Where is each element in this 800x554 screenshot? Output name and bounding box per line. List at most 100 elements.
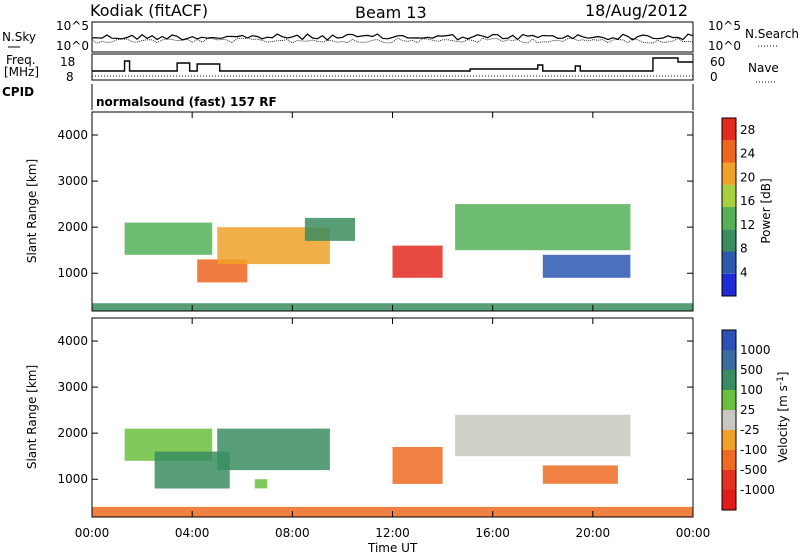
freq-panel: Freq. [MHz] 18 8 60 0 Nave (4, 53, 779, 84)
freq-label-top: Freq. (6, 53, 36, 67)
velocity-colorbar-segment (722, 490, 736, 510)
echo-region-3 (217, 428, 330, 471)
power-ylabel: Slant Range [km] (25, 159, 39, 263)
y-tick-label: 4000 (57, 128, 88, 142)
power-colorbar-tick: 16 (740, 194, 755, 208)
velocity-colorbar-segment (722, 470, 736, 490)
power-colorbar-segment (722, 273, 736, 297)
echo-region-6 (455, 414, 631, 457)
nave-tick-top: 60 (710, 55, 725, 69)
power-colorbar-segment (722, 118, 736, 141)
velocity-y-axis: 1000 2000 3000 4000 (57, 334, 693, 486)
power-y-axis: 1000 2000 3000 4000 (57, 128, 693, 280)
station-title: Kodiak (fitACF) (90, 1, 208, 20)
echo-region-4 (304, 217, 355, 241)
velocity-colorbar-segment (722, 350, 736, 370)
y-tick-label: 3000 (57, 174, 88, 188)
echo-region-4 (254, 479, 268, 489)
velocity-colorbar-segment (722, 330, 736, 350)
velocity-colorbar-tick: 100 (740, 383, 763, 397)
noise-left-tick-bottom: 10^0 (56, 39, 89, 53)
y-tick-label: 1000 (57, 266, 88, 280)
x-tick-label: 08:00 (275, 526, 310, 540)
velocity-colorbar: 1000 500 100 25 -25 -100 -500 -1000 (721, 329, 775, 511)
echo-region-5 (392, 245, 443, 278)
x-tick-label: 20:00 (576, 526, 611, 540)
date-title: 18/Aug/2012 (585, 1, 688, 20)
power-colorbar-tick: 12 (740, 218, 755, 232)
velocity-colorbar-segment (722, 430, 736, 450)
x-tick-label: 12:00 (375, 526, 410, 540)
y-tick-label: 2000 (57, 220, 88, 234)
velocity-colorbar-tick: -500 (740, 463, 767, 477)
velocity-colorbar-tick: -100 (740, 443, 767, 457)
freq-trace (92, 57, 693, 72)
cpid-panel: CPID normalsound (fast) 157 RF (2, 84, 694, 110)
power-colorbar-segment (722, 162, 736, 185)
power-colorbar-segment (722, 251, 736, 274)
y-tick-label: 1000 (57, 472, 88, 486)
time-axis: 00:00 04:00 08:00 12:00 16:00 20:00 00:00 (75, 112, 711, 540)
velocity-colorbar-tick: -25 (740, 423, 760, 437)
noise-right-tick-top: 10^5 (708, 19, 741, 33)
power-colorbar-tick: 20 (740, 170, 755, 184)
velocity-colorbar-tick: 1000 (740, 343, 771, 357)
noise-right-tick-bottom: 10^0 (708, 39, 741, 53)
velocity-colorbar-tick: 500 (740, 363, 763, 377)
power-colorbar-segment (722, 229, 736, 252)
velocity-colorbar-segment (722, 410, 736, 430)
noise-search-trace (91, 37, 694, 44)
velocity-colorbar-frame (721, 329, 737, 511)
velocity-colorbar-label: Velocity [m s-1] (776, 372, 790, 463)
velocity-colorbar-segment (722, 370, 736, 390)
power-colorbar-frame (721, 117, 737, 297)
freq-panel-frame (91, 53, 694, 81)
noise-sky-trace (91, 33, 694, 41)
freq-label-bottom: [MHz] (4, 65, 39, 79)
velocity-colorbar-segment (722, 450, 736, 470)
freq-tick-top: 18 (60, 55, 75, 69)
power-colorbar-tick: 8 (740, 242, 748, 256)
echo-region-5 (392, 447, 443, 484)
power-colorbar-segment (722, 140, 736, 163)
noise-right-label: N.Search (745, 27, 799, 41)
power-panel: 1000 2000 3000 4000 Slant Range [km] 4 8 12 16… (25, 111, 773, 312)
echo-region-7 (542, 254, 631, 278)
x-tick-label: 00:00 (75, 526, 110, 540)
time-axis-label: Time UT (367, 541, 418, 554)
noise-panel-frame (91, 21, 694, 53)
cpid-label: CPID (2, 85, 34, 99)
y-tick-label: 3000 (57, 380, 88, 394)
power-colorbar-tick: 28 (740, 123, 755, 137)
power-colorbar-segment (722, 207, 736, 230)
freq-tick-bottom: 8 (66, 70, 74, 84)
echo-region-1 (124, 222, 213, 255)
x-tick-label: 00:00 (676, 526, 711, 540)
power-colorbar: 4 8 12 16 20 24 28 (721, 117, 755, 297)
echo-region-6 (455, 204, 631, 251)
noise-traces (91, 33, 694, 44)
beam-title: Beam 13 (355, 3, 427, 22)
velocity-colorbar-segment (722, 390, 736, 410)
echo-region-2 (197, 259, 248, 283)
y-tick-label: 4000 (57, 334, 88, 348)
cpid-program: normalsound (fast) 157 RF (96, 95, 277, 109)
velocity-echoes (92, 414, 693, 517)
power-colorbar-segment (722, 184, 736, 208)
velocity-colorbar-tick: -1000 (740, 483, 775, 497)
freq-traces (92, 57, 693, 77)
velocity-colorbar-tick: 25 (740, 403, 755, 417)
power-colorbar-tick: 24 (740, 147, 755, 161)
power-colorbar-label: Power [dB] (759, 178, 773, 243)
noise-panel: N.Sky 10^5 10^0 10^5 10^0 N.Search (2, 19, 799, 53)
y-tick-label: 2000 (57, 426, 88, 440)
x-tick-label: 04:00 (175, 526, 210, 540)
velocity-panel: 1000 2000 3000 4000 Slant Range [km] 1000 50… (25, 317, 790, 518)
noise-left-label: N.Sky (2, 30, 36, 44)
power-echoes (92, 204, 693, 311)
echo-region-7 (542, 465, 618, 484)
velocity-ylabel: Slant Range [km] (25, 365, 39, 469)
nave-tick-bottom: 0 (710, 70, 718, 84)
power-colorbar-tick: 4 (740, 265, 748, 279)
